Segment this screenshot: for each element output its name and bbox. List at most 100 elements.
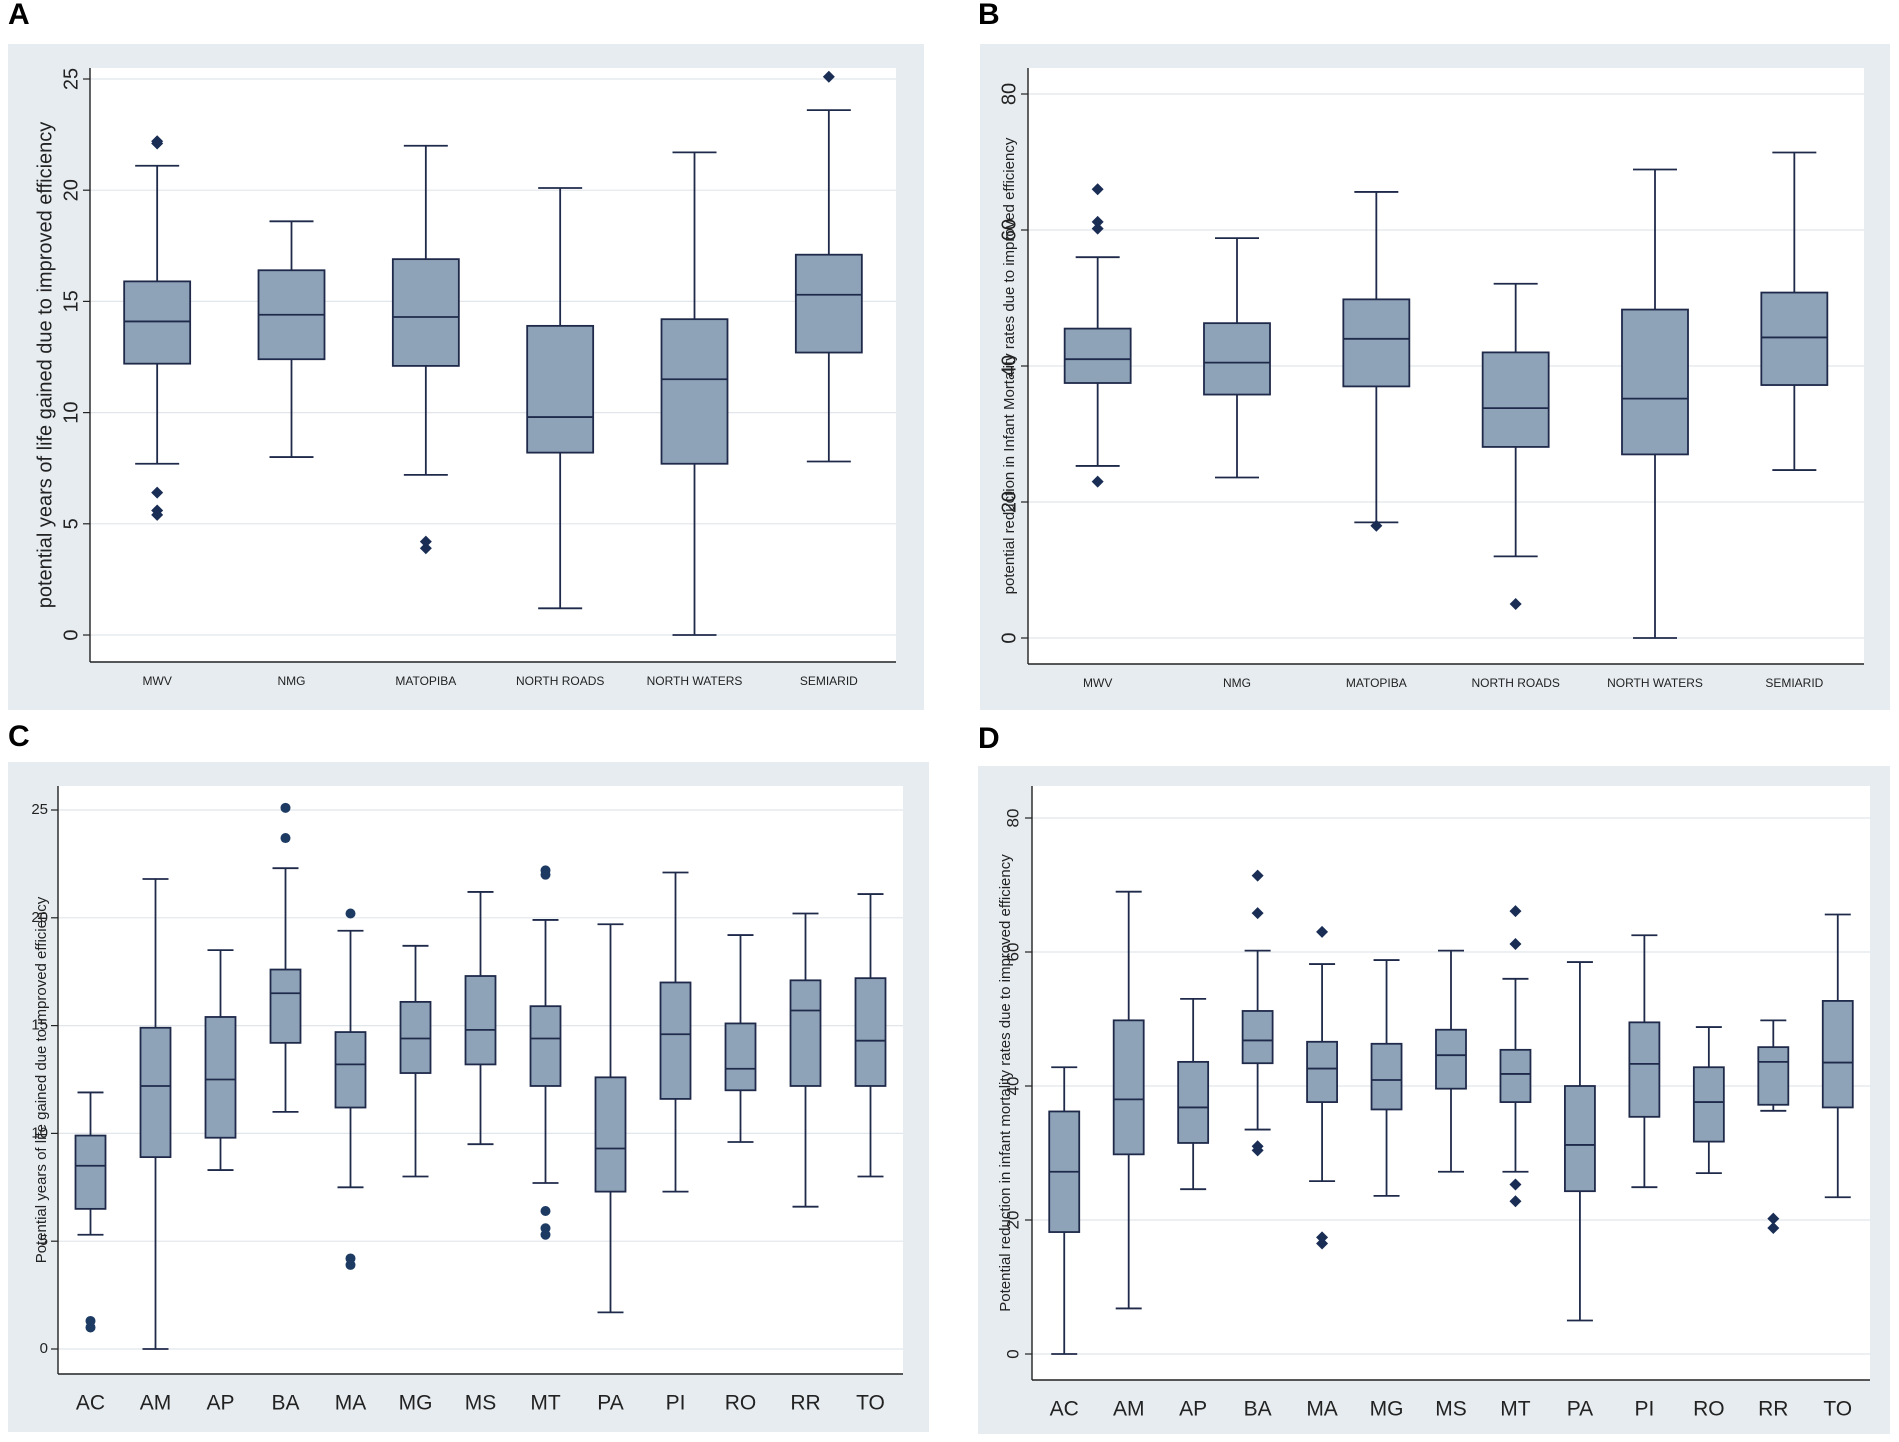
chart-b-y-tick-label: 20 xyxy=(998,491,1020,513)
chart-c-y-tick-label: 5 xyxy=(40,1232,48,1249)
chart-c-outlier-point xyxy=(85,1322,96,1333)
chart-c-box xyxy=(594,1076,627,1193)
chart-d-outlier-point xyxy=(1509,937,1522,950)
chart-b-box xyxy=(1063,327,1132,384)
chart-c-category-label: AM xyxy=(140,1392,172,1415)
chart-d-category-label: MG xyxy=(1370,1398,1404,1421)
chart-c-y-axis-label: Potential years of life gained due to im… xyxy=(33,896,50,1263)
chart-d-box xyxy=(1112,1019,1145,1156)
chart-a-box xyxy=(794,253,863,354)
chart-d-box xyxy=(1564,1085,1596,1193)
chart-c-outlier-point xyxy=(345,908,356,919)
chart-a-y-tick-label: 15 xyxy=(60,290,82,312)
chart-a-y-axis-label: potential years of life gained due to im… xyxy=(34,122,56,609)
chart-c-category-label: RO xyxy=(725,1392,757,1415)
chart-c-box xyxy=(334,1031,367,1109)
chart-d-y-tick-label: 20 xyxy=(1003,1211,1022,1230)
chart-a-box xyxy=(123,280,192,365)
chart-d-category-label: RR xyxy=(1758,1398,1788,1421)
chart-c-box xyxy=(464,975,497,1066)
chart-a-box xyxy=(660,318,729,465)
chart-b-box xyxy=(1203,322,1271,396)
chart-d-outlier-point xyxy=(1509,1195,1522,1208)
chart-c-outlier-point xyxy=(345,1259,356,1270)
chart-a-y-tick-label: 10 xyxy=(60,401,82,423)
chart-b-outlier-point xyxy=(1370,519,1383,532)
chart-d-box xyxy=(1692,1066,1725,1143)
chart-a-outlier-point xyxy=(822,70,835,83)
chart-d-category-label: MA xyxy=(1306,1398,1338,1421)
chart-c-box xyxy=(139,1026,172,1159)
chart-c-box xyxy=(529,1005,562,1087)
chart-c-category-label: PI xyxy=(666,1392,686,1415)
chart-d-y-tick-label: 40 xyxy=(1003,1077,1022,1096)
chart-d-outlier-point xyxy=(1767,1222,1780,1235)
chart-d-y-tick-label: 80 xyxy=(1003,809,1022,828)
chart-b-outlier-point xyxy=(1091,215,1104,228)
chart-c-y-tick-label: 0 xyxy=(40,1340,48,1357)
chart-a-category-label: NORTH ROADS xyxy=(516,674,604,688)
panel-letter-c: C xyxy=(8,720,30,753)
chart-c-box xyxy=(399,1000,432,1074)
chart-c-category-label: MT xyxy=(530,1392,560,1415)
chart-a-y-tick-label: 20 xyxy=(60,179,82,201)
chart-c-outlier-point xyxy=(540,869,551,880)
panel-letter-d: D xyxy=(978,722,1000,755)
chart-d-outlier-point xyxy=(1767,1212,1780,1225)
chart-c-outlier-point xyxy=(280,802,291,813)
chart-b-y-tick-label: 80 xyxy=(998,83,1020,105)
chart-d-outlier-point xyxy=(1509,905,1522,918)
chart-panel-b: 0 20 40 60 80 potential reduction in Infant M… xyxy=(980,44,1890,710)
chart-a-outlier-point xyxy=(151,508,164,521)
chart-c-box xyxy=(204,1016,237,1139)
chart-a-outlier-point xyxy=(419,535,432,548)
chart-d-box xyxy=(1757,1046,1790,1106)
chart-d-category-label: MT xyxy=(1500,1398,1530,1421)
chart-c-outlier-point xyxy=(540,1229,551,1240)
chart-a-box xyxy=(526,324,595,454)
chart-c-category-label: MS xyxy=(465,1392,497,1415)
chart-d-category-label: RO xyxy=(1693,1398,1725,1421)
chart-panel-d: 0 20 40 60 80 Potential reduction in infant m… xyxy=(978,766,1890,1434)
chart-d-outlier-point xyxy=(1251,1144,1264,1157)
chart-d-category-label: PI xyxy=(1634,1398,1654,1421)
chart-b-box xyxy=(1481,351,1550,448)
chart-c-y-tick-label: 25 xyxy=(31,801,48,818)
chart-d-box xyxy=(1306,1040,1338,1103)
chart-c-box xyxy=(789,979,822,1087)
chart-c-outlier-point xyxy=(540,1206,551,1217)
chart-d-category-label: AM xyxy=(1113,1398,1145,1421)
chart-c-y-tick-label: 10 xyxy=(31,1124,48,1141)
chart-d-category-label: TO xyxy=(1823,1398,1852,1421)
chart-b-outlier-point xyxy=(1509,598,1522,610)
chart-a-outlier-point xyxy=(151,486,164,499)
chart-b-box xyxy=(1621,308,1689,456)
chart-a-category-label: MWV xyxy=(143,674,172,688)
chart-b-outlier-point xyxy=(1091,475,1104,488)
chart-d-box xyxy=(1370,1042,1403,1111)
chart-c-y-tick-label: 15 xyxy=(31,1017,48,1034)
chart-c-category-label: RR xyxy=(790,1392,820,1415)
chart-a-category-label: NORTH WATERS xyxy=(647,674,743,688)
chart-d-category-label: MS xyxy=(1435,1398,1467,1421)
chart-b-outlier-point xyxy=(1091,183,1104,196)
chart-d-y-tick-label: 0 xyxy=(1003,1349,1022,1358)
chart-d-category-label: AP xyxy=(1179,1398,1207,1421)
chart-c-box xyxy=(74,1134,107,1210)
chart-c-category-label: MG xyxy=(399,1392,433,1415)
chart-a-y-tick-label: 5 xyxy=(60,518,82,529)
chart-d-y-axis-label: Potential reduction in infant mortality … xyxy=(997,854,1014,1312)
chart-b-category-label: NMG xyxy=(1223,676,1251,690)
chart-b-category-label: MATOPIBA xyxy=(1346,676,1407,690)
chart-c-category-label: MA xyxy=(335,1392,367,1415)
chart-a-category-label: NMG xyxy=(278,674,306,688)
chart-c-category-label: AP xyxy=(206,1392,234,1415)
chart-d-box xyxy=(1435,1028,1467,1090)
chart-d-box xyxy=(1821,1000,1854,1109)
chart-b-y-tick-label: 0 xyxy=(998,632,1020,643)
chart-a-plot-area xyxy=(90,68,896,662)
chart-c-category-label: BA xyxy=(271,1392,299,1415)
chart-a-outlier-point xyxy=(419,542,432,555)
chart-d-box xyxy=(1241,1010,1274,1065)
chart-b-category-label: SEMIARID xyxy=(1765,676,1823,690)
